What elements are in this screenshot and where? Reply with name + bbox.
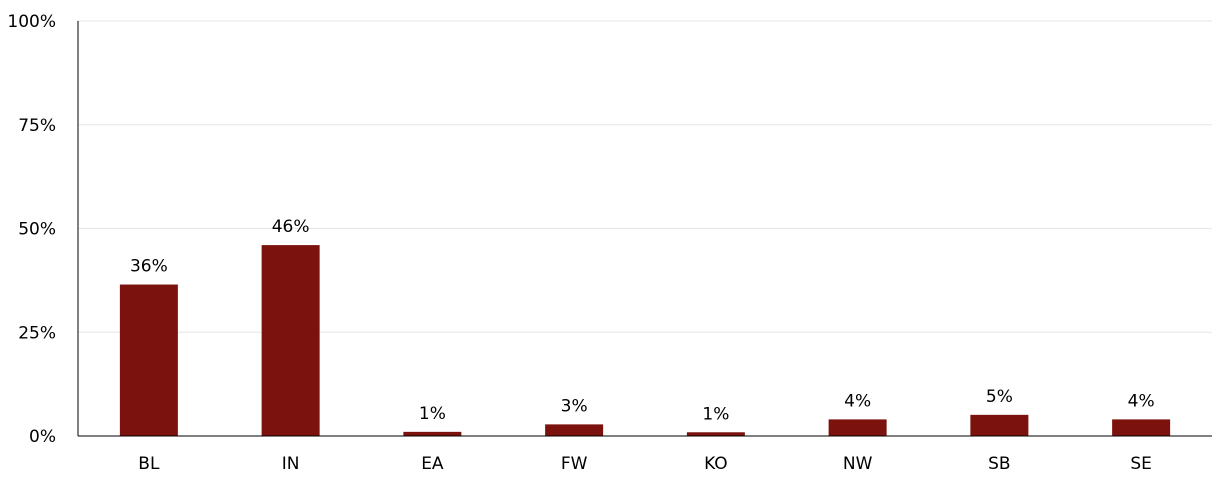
axes xyxy=(77,21,1212,437)
bar-fw xyxy=(545,424,604,436)
bar-sb xyxy=(970,414,1029,436)
data-label: 3% xyxy=(561,396,588,416)
data-label: 4% xyxy=(1128,391,1155,411)
gridlines xyxy=(78,20,1212,333)
bars xyxy=(119,245,1171,436)
bar-in xyxy=(261,245,320,436)
y-tick-label: 75% xyxy=(18,116,56,136)
bar-nw xyxy=(828,419,887,436)
x-tick-label: IN xyxy=(282,454,300,474)
x-tick-label: KO xyxy=(704,454,728,474)
bar-ea xyxy=(403,431,462,436)
bar-bl xyxy=(119,284,178,436)
x-tick-label: BL xyxy=(138,454,160,474)
x-tick-label: SB xyxy=(988,454,1010,474)
labels: 0% 25% 50% 75% 100% 36% BL 46% IN 1% EA 3% FW 1% KO 4% N… xyxy=(7,12,1154,474)
data-label: 5% xyxy=(986,387,1013,407)
x-tick-label: EA xyxy=(421,454,444,474)
bar-ko xyxy=(686,432,745,436)
y-tick-label: 100% xyxy=(7,12,56,32)
data-label: 46% xyxy=(272,217,310,237)
data-label: 1% xyxy=(419,404,446,424)
x-tick-label: NW xyxy=(843,454,873,474)
y-tick-label: 0% xyxy=(29,427,56,447)
y-tick-label: 50% xyxy=(18,220,56,240)
data-label: 36% xyxy=(130,257,168,277)
data-label: 4% xyxy=(844,391,871,411)
x-tick-label: SE xyxy=(1130,454,1152,474)
x-tick-label: FW xyxy=(561,454,588,474)
bar-se xyxy=(1112,419,1171,436)
data-label: 1% xyxy=(702,404,729,424)
y-tick-label: 25% xyxy=(18,323,56,343)
